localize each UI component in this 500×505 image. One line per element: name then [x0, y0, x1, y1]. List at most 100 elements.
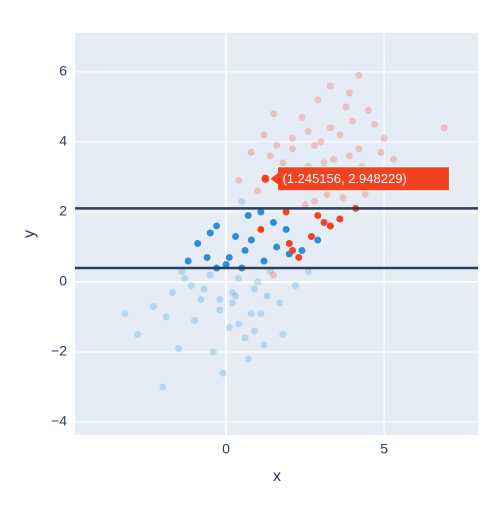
scatter-point [279, 331, 287, 338]
scatter-point [307, 232, 315, 240]
scatter-point [121, 309, 129, 317]
scatter-point [266, 152, 274, 160]
scatter-point [235, 320, 243, 328]
scatter-point [317, 138, 325, 146]
scatter-point [149, 302, 157, 310]
scatter-point [244, 211, 252, 219]
scatter-point [342, 103, 350, 111]
scatter-point [323, 190, 331, 198]
hover-box [268, 166, 450, 192]
scatter-point [260, 257, 268, 265]
scatter-point [288, 246, 296, 254]
x-axis-title: x [273, 468, 281, 485]
scatter-point [241, 334, 249, 342]
scatter-point [235, 176, 243, 184]
scatter-point [276, 299, 284, 307]
scatter-point [355, 71, 363, 79]
scatter-point [241, 246, 249, 254]
scatter-point [216, 295, 224, 303]
scatter-point [292, 281, 300, 289]
scatter-point [260, 341, 268, 349]
scatter-point [232, 292, 240, 300]
scatter-point [247, 148, 255, 156]
scatter-point [285, 239, 293, 247]
y-tick-label: 6 [59, 63, 67, 79]
y-tick-label: −2 [51, 343, 67, 359]
scatter-point [269, 218, 277, 226]
scatter-point [288, 134, 296, 142]
scatter-point [213, 222, 221, 230]
scatter-point [162, 313, 170, 321]
scatter-point [282, 208, 290, 216]
scatter-point [282, 225, 290, 233]
scatter-point [355, 145, 363, 153]
scatter-point [390, 155, 398, 163]
scatter-point [326, 222, 334, 230]
scatter-point [330, 155, 338, 163]
scatter-point [238, 197, 246, 205]
scatter-point [336, 131, 344, 139]
scatter-point [311, 141, 319, 149]
y-tick-label: 2 [59, 203, 67, 219]
y-tick-label: 4 [59, 133, 67, 149]
scatter-point [228, 299, 236, 307]
x-tick-label: 5 [380, 441, 388, 457]
scatter-point [254, 187, 262, 195]
scatter-point [326, 124, 334, 132]
scatter-point [184, 257, 192, 265]
scatter-point [314, 211, 322, 219]
scatter-point [190, 316, 198, 324]
scatter-point [266, 267, 274, 275]
scatter-point [339, 194, 347, 202]
scatter-point [251, 327, 259, 335]
scatter-point [273, 141, 281, 149]
scatter-point [380, 134, 388, 142]
scatter-point [219, 369, 227, 377]
scatter-point [187, 281, 195, 289]
scatter-point [247, 309, 255, 317]
scatter-point [194, 239, 202, 247]
scatter-point [257, 225, 265, 233]
scatter-point [314, 96, 322, 104]
scatter-point [298, 246, 306, 254]
scatter-point [178, 267, 186, 275]
scatter-point [304, 127, 312, 135]
scatter-point [260, 131, 268, 139]
hover-point [261, 174, 270, 183]
scatter-point [206, 271, 214, 279]
hover-label: (1.245156, 2.948229) [282, 171, 406, 186]
scatter-point [247, 236, 255, 244]
scatter-point [159, 383, 167, 391]
scatter-point [345, 89, 353, 97]
scatter-point [304, 267, 312, 275]
scatter-point [269, 271, 277, 279]
scatter-point [181, 274, 189, 282]
scatter-point [314, 236, 322, 244]
scatter-point [244, 355, 252, 363]
scatter-point [279, 159, 287, 167]
scatter-point [225, 323, 233, 331]
scatter-point [209, 348, 217, 356]
scatter-point [203, 253, 211, 261]
scatter-point [345, 152, 353, 160]
scatter-point [206, 229, 214, 237]
scatter-point [254, 278, 262, 286]
scatter-point [228, 288, 236, 296]
y-tick-label: 0 [59, 273, 67, 289]
scatter-point [298, 113, 306, 121]
scatter-point [269, 110, 277, 118]
scatter-point [235, 274, 243, 282]
scatter-point [311, 197, 319, 205]
scatter-point [371, 120, 379, 128]
scatter-point [232, 232, 240, 240]
scatter-point [257, 208, 265, 216]
scatter-point [222, 260, 230, 268]
y-axis-title: y [21, 230, 38, 238]
scatter-point [263, 292, 271, 300]
scatter-point [364, 106, 372, 114]
scatter-point [175, 345, 183, 353]
scatter-point [225, 253, 233, 261]
scatter-point [216, 306, 224, 314]
scatter-point [440, 124, 448, 132]
